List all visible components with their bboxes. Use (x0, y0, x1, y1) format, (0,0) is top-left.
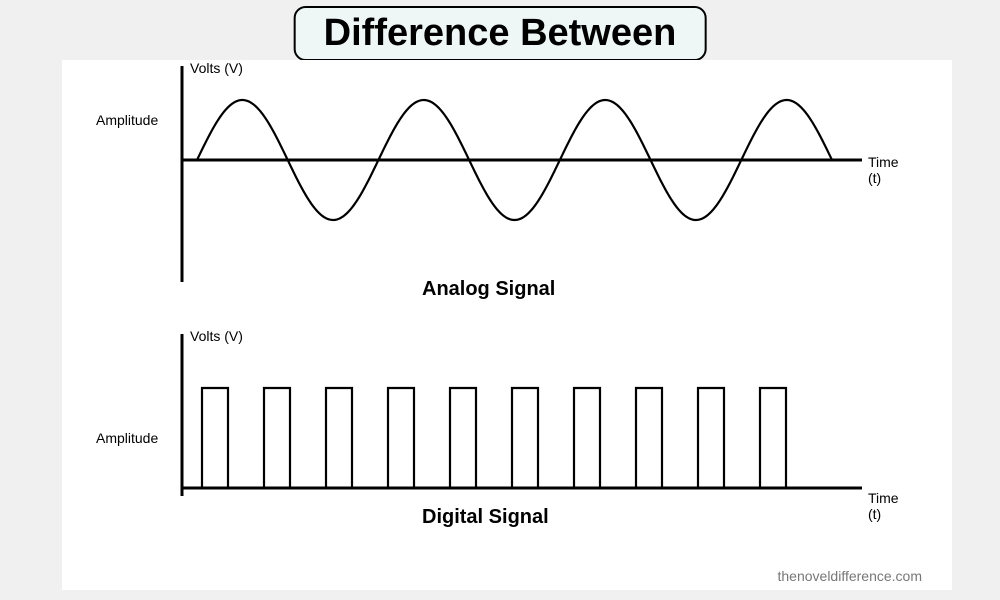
chart-area: Volts (V) Amplitude Time (t) Analog Sign… (62, 60, 952, 590)
analog-graph: Volts (V) Amplitude Time (t) Analog Sign… (102, 60, 882, 290)
analog-signal-title: Analog Signal (422, 278, 555, 301)
digital-x-axis-label: Time (t) (868, 490, 899, 522)
digital-graph: Volts (V) Amplitude Time (t) Digital Sig… (102, 328, 882, 518)
digital-y-axis-label: Volts (V) (190, 328, 243, 344)
analog-svg (102, 60, 882, 290)
page-title: Difference Between (324, 12, 677, 54)
digital-svg (102, 328, 882, 518)
page-title-box: Difference Between (294, 6, 707, 61)
watermark: thenoveldifference.com (778, 568, 923, 584)
analog-y-axis-label: Volts (V) (190, 60, 243, 76)
digital-amplitude-label: Amplitude (96, 430, 158, 446)
analog-x-axis-label: Time (t) (868, 154, 899, 186)
digital-signal-title: Digital Signal (422, 506, 549, 529)
analog-amplitude-label: Amplitude (96, 112, 158, 128)
